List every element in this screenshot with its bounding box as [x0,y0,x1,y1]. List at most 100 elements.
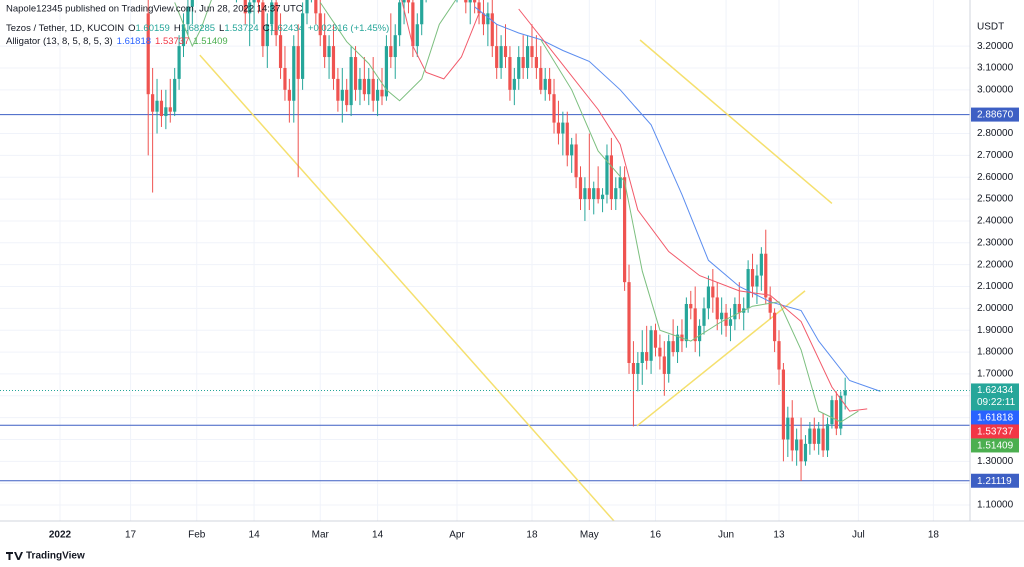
ohlc-value: 1.60159 [135,23,169,34]
candle-body [772,312,777,342]
candle-body [177,46,181,79]
candle-body [786,417,790,440]
indicator-line [174,0,212,48]
candle-body [146,13,150,95]
publisher: Napole12345 published on TradingView.com… [6,4,303,15]
candle-body [345,89,349,106]
grid [0,0,970,521]
x-tick-label: 18 [526,530,538,541]
candle-body [406,0,411,3]
level-tag-bg [971,473,1019,488]
candle-body [552,94,556,123]
candle-body [168,107,172,112]
y-tick-label: 2.40000 [977,216,1014,227]
candle-body [534,57,538,68]
candle-body [358,78,362,90]
candle-body [733,303,737,320]
level-tag: 2.88670 [977,110,1014,121]
candle-body [830,400,834,425]
candle-body [812,428,816,444]
candle-body [495,46,499,68]
candle-body [662,356,666,374]
candle-body [697,325,702,342]
candle-body [627,282,631,363]
candle-body [375,89,380,101]
ohlc-value: 1.68285 [181,23,215,34]
candle-body [265,24,269,47]
candle-body [715,297,719,320]
indicator-value: 1.61818 [117,36,151,47]
candle-body [675,334,680,353]
candle-body [371,78,375,101]
x-tick-label: 14 [372,530,384,541]
x-tick-label: 18 [928,530,940,541]
candle-body [270,2,274,25]
candle-body [393,35,397,58]
candle-body [583,188,587,200]
legend: Tezos / Tether, 1D, KUCOIN O1.60159 H1.682… [6,23,389,47]
ohlc-key: C [263,23,270,34]
candle-body [517,57,521,79]
candle-body [843,390,847,396]
candle-body [323,35,327,58]
candle-body [636,362,640,374]
candle-body [574,144,578,178]
indicator-tag-bg [971,438,1019,453]
y-tick-label: 2.20000 [977,259,1014,270]
candle-body [261,2,265,47]
y-tick-label: 2.70000 [977,150,1014,161]
candle-body [764,253,768,298]
candle-body [548,78,552,95]
candle-body [292,46,296,101]
candle-body [728,319,733,326]
x-tick-label: Feb [188,530,206,541]
candle-body [190,0,194,7]
candle-body [248,2,252,14]
y-tick-label: 1.80000 [977,347,1014,358]
ohlc-value: 1.53724 [224,23,258,34]
candle-body [274,2,278,36]
ohlc-key: O [128,23,135,34]
candle-body [600,194,605,200]
candle-body [596,188,600,200]
indicator-line [319,0,457,102]
candle-body [380,89,384,97]
candle-body [539,67,543,90]
candle-body [301,13,305,79]
candle-body [512,78,516,90]
x-tick-label: 14 [249,530,261,541]
ohlc-key: H [174,23,181,34]
ohlc-key: L [219,23,224,34]
candle-body [821,428,825,451]
candle-body [420,0,424,25]
candle-body [578,177,583,200]
candle-body [415,24,419,47]
candle-body [398,2,402,36]
candle-body [808,428,812,444]
candle-body [353,57,358,90]
candle-body [530,46,534,58]
candle-body [834,400,838,429]
y-tick-label: 1.10000 [977,500,1014,511]
candle-body [508,57,512,90]
candle-body [693,308,697,342]
candle-body [592,188,596,200]
candle-body [521,57,525,68]
ohlc-value: 1.62434 [270,23,304,34]
candle-body [570,144,574,156]
candle-body [384,46,389,97]
candle-body [283,67,287,90]
candle-body [278,35,283,68]
indicator-value: 1.53737 [155,36,189,47]
candle-body [781,369,786,440]
x-tick-label: 17 [125,530,137,541]
candle-body [164,107,168,117]
candle-body [556,122,561,134]
candle-body [468,0,472,3]
candle-body [486,13,490,25]
x-tick-label: Jul [852,530,865,541]
currency-label: USDT [977,22,1004,33]
candle-body [411,2,415,47]
